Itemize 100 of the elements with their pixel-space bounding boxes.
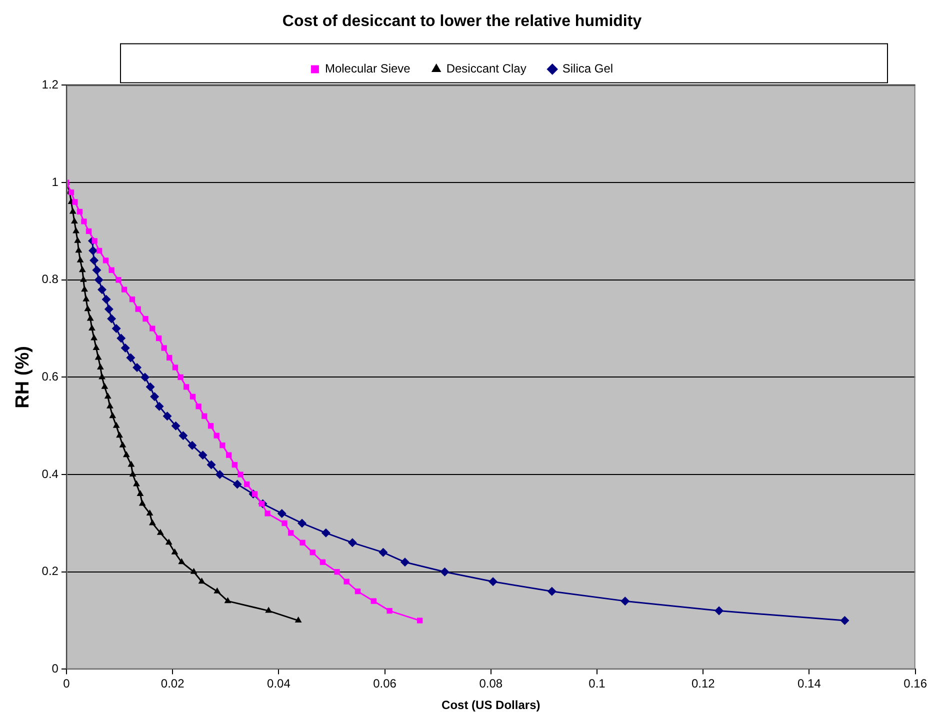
point <box>82 295 90 302</box>
point <box>148 519 156 526</box>
point <box>112 324 121 334</box>
x-tick-label: 0 <box>63 676 70 691</box>
point <box>166 354 172 361</box>
point <box>334 569 340 575</box>
point <box>122 451 130 458</box>
point <box>386 608 392 614</box>
x-tick-label: 0.16 <box>904 676 928 691</box>
point <box>172 364 178 370</box>
point <box>206 460 216 470</box>
point <box>146 382 155 392</box>
point <box>264 510 270 516</box>
point <box>378 548 388 557</box>
point <box>370 598 376 604</box>
point <box>128 460 135 467</box>
legend-label: Desiccant Clay <box>446 62 526 76</box>
point <box>300 540 306 546</box>
point <box>178 431 188 440</box>
point <box>232 462 238 468</box>
x-tick-label: 0.12 <box>691 676 716 691</box>
point <box>198 578 206 584</box>
point <box>220 442 226 448</box>
point <box>321 528 330 538</box>
point <box>109 412 116 418</box>
point <box>88 246 98 256</box>
x-tick-label: 0.14 <box>798 676 822 691</box>
point <box>138 500 146 506</box>
point <box>116 334 126 343</box>
x-axis-title: Cost (US Dollars) <box>442 698 540 712</box>
point <box>92 238 98 244</box>
point <box>140 372 150 382</box>
y-tick-label: 0 <box>52 662 59 676</box>
x-tick-label: 0.1 <box>588 676 606 691</box>
point <box>344 578 350 584</box>
point <box>184 384 190 390</box>
point <box>119 441 126 448</box>
point <box>265 606 272 613</box>
point <box>215 470 224 480</box>
legend-label: Silica Gel <box>562 62 614 76</box>
point <box>78 266 86 272</box>
point <box>120 344 130 352</box>
point <box>70 217 78 224</box>
point <box>620 596 630 606</box>
point <box>75 246 82 253</box>
point <box>400 558 410 567</box>
x-tick-label: 0.06 <box>373 676 397 691</box>
point <box>116 432 123 438</box>
point <box>112 422 120 428</box>
point <box>282 520 288 526</box>
point <box>547 586 556 596</box>
point <box>81 286 88 292</box>
point <box>150 392 160 402</box>
point <box>104 392 112 399</box>
point <box>190 394 196 400</box>
point <box>310 550 316 556</box>
point <box>96 363 104 370</box>
point <box>440 567 450 576</box>
point <box>714 606 724 616</box>
point <box>104 304 114 314</box>
point <box>106 402 114 408</box>
point <box>74 236 82 243</box>
point <box>86 228 92 234</box>
point <box>238 472 244 478</box>
point <box>102 294 111 304</box>
legend-label: Molecular Sieve <box>324 62 411 76</box>
point <box>214 587 221 594</box>
point <box>72 199 78 205</box>
point <box>188 440 197 450</box>
point <box>171 548 178 554</box>
y-tick-label: 0.2 <box>42 564 59 578</box>
point <box>224 597 232 604</box>
x-tick-label: 0.02 <box>160 676 185 691</box>
point <box>116 277 122 283</box>
point <box>416 618 423 624</box>
point <box>126 353 136 362</box>
point <box>98 373 106 380</box>
point <box>92 344 100 350</box>
point <box>156 335 162 342</box>
point <box>129 296 136 302</box>
point <box>298 518 307 528</box>
point <box>150 326 156 332</box>
point <box>121 286 128 292</box>
point <box>80 276 87 282</box>
point <box>72 227 80 234</box>
point <box>154 402 164 411</box>
point <box>88 324 96 331</box>
point <box>81 218 87 224</box>
point <box>146 509 154 516</box>
point <box>196 404 202 410</box>
point <box>244 481 250 488</box>
chart-title: Cost of desiccant to lower the relative humidity <box>282 13 642 30</box>
point <box>94 354 102 360</box>
point <box>76 256 84 262</box>
point <box>86 314 94 321</box>
point <box>488 577 498 586</box>
point <box>258 500 265 507</box>
point <box>84 305 92 312</box>
point <box>252 491 258 497</box>
point <box>162 412 172 421</box>
